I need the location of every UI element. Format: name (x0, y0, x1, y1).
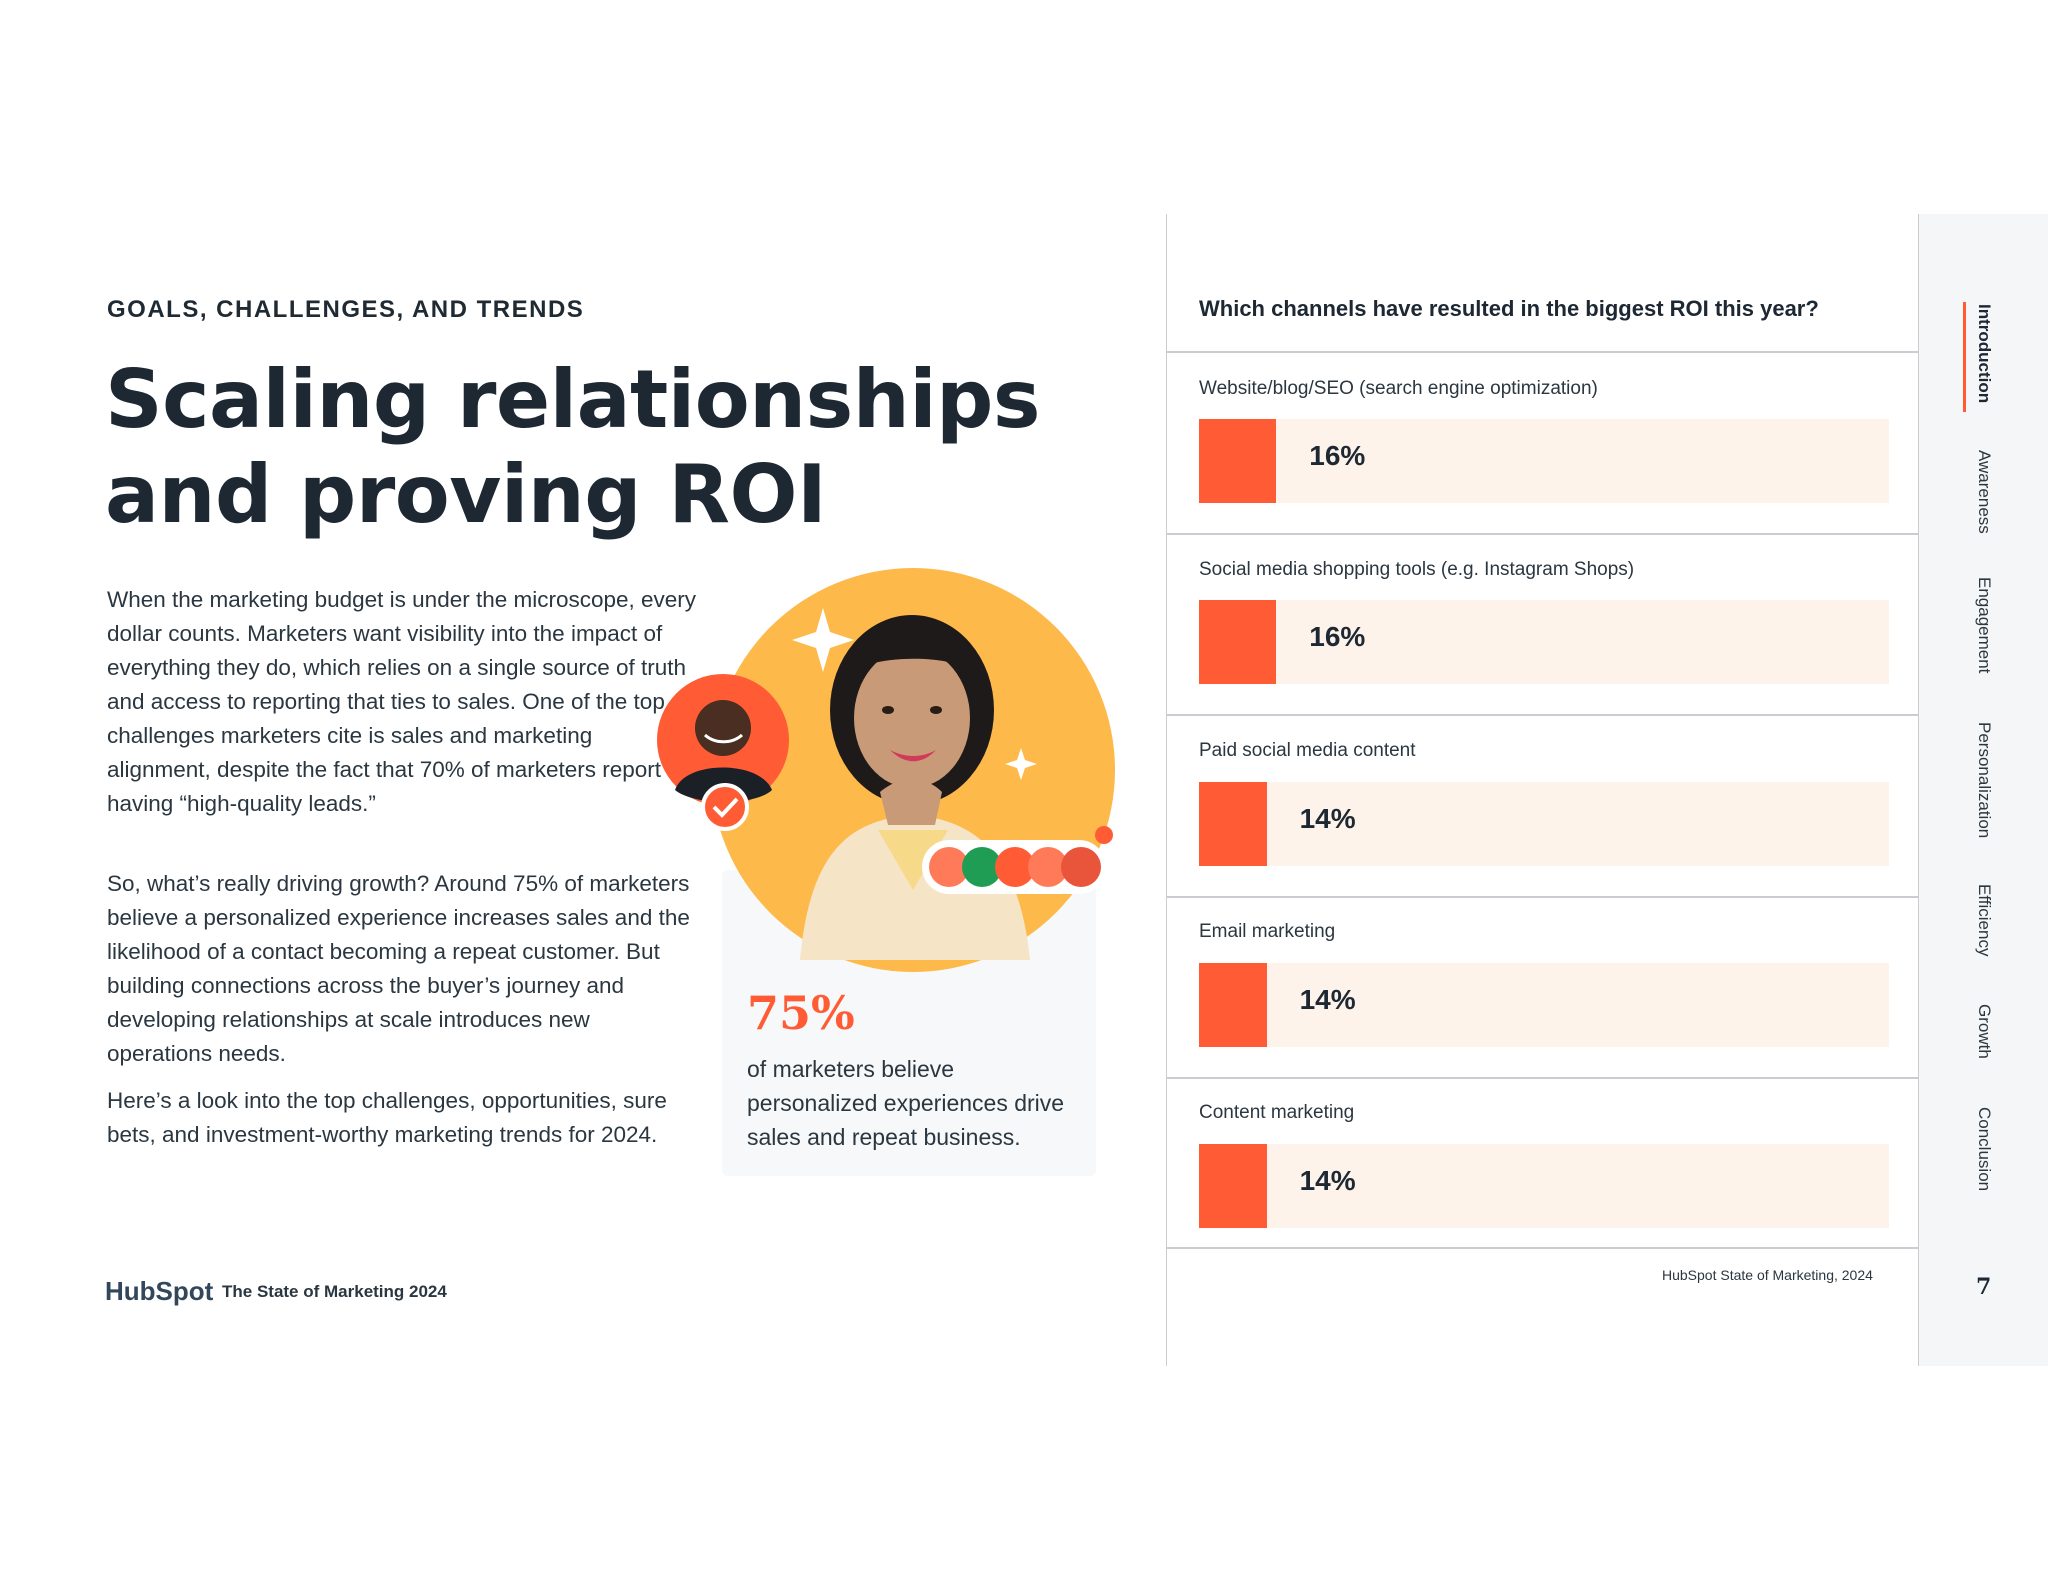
row-divider (1167, 533, 1918, 535)
bar-value-label: 14% (1299, 1165, 1356, 1196)
bar-category-label: Paid social media content (1199, 740, 1416, 761)
page-title: Scaling relationships and proving ROI (105, 353, 1041, 541)
row-divider (1167, 896, 1918, 898)
chart-title: Which channels have resulted in the bigg… (1199, 296, 1819, 321)
bar-fill (1199, 419, 1277, 503)
stat-caption: of marketers believe personalized experi… (747, 1056, 1065, 1150)
bar-track (1199, 963, 1889, 1047)
page-number: 7 (1976, 1274, 1992, 1300)
check-badge-icon (701, 783, 749, 831)
row-divider (1167, 714, 1918, 716)
bar-value-label: 14% (1299, 984, 1356, 1015)
bar-track (1199, 419, 1889, 503)
footer-title: The State of Marketing 2024 (222, 1282, 447, 1301)
audience-avatars-pill (922, 840, 1106, 894)
people-icon (1095, 826, 1113, 844)
row-divider (1167, 351, 1918, 353)
bar-track (1199, 600, 1889, 684)
bar-track (1199, 1144, 1889, 1228)
bar-fill (1199, 963, 1267, 1047)
row-divider (1167, 1247, 1918, 1249)
stat-number: 75% (747, 986, 855, 1040)
bar-fill (1199, 782, 1267, 866)
row-divider (1167, 1077, 1918, 1079)
nav-active-indicator (1963, 302, 1966, 412)
bar-value-label: 16% (1309, 440, 1366, 471)
bar-category-label: Content marketing (1199, 1102, 1355, 1123)
bar-fill (1199, 1144, 1267, 1228)
hubspot-logo: HubSpot (105, 1276, 214, 1306)
body-paragraph-3: Here’s a look into the top challenges, o… (107, 1088, 667, 1147)
chart-source: HubSpot State of Marketing, 2024 (1662, 1267, 1873, 1283)
section-sidebar (1918, 214, 2048, 1366)
sparkle-icon (792, 608, 854, 672)
hero-illustration (657, 568, 1115, 972)
bar-value-label: 14% (1299, 803, 1356, 834)
sparkle-small-icon (1005, 748, 1037, 780)
bar-category-label: Social media shopping tools (e.g. Instag… (1199, 559, 1635, 580)
body-paragraph-2: So, what’s really driving growth? Around… (107, 871, 690, 1066)
bar-category-label: Email marketing (1199, 921, 1336, 942)
bar-fill (1199, 600, 1277, 684)
body-paragraph-1: When the marketing budget is under the m… (107, 587, 697, 816)
bar-track (1199, 782, 1889, 866)
bar-category-label: Website/blog/SEO (search engine optimiza… (1199, 378, 1598, 399)
bar-value-label: 16% (1309, 621, 1366, 652)
panel-divider (1166, 214, 1167, 1366)
section-eyebrow: GOALS, CHALLENGES, AND TRENDS (107, 296, 585, 323)
